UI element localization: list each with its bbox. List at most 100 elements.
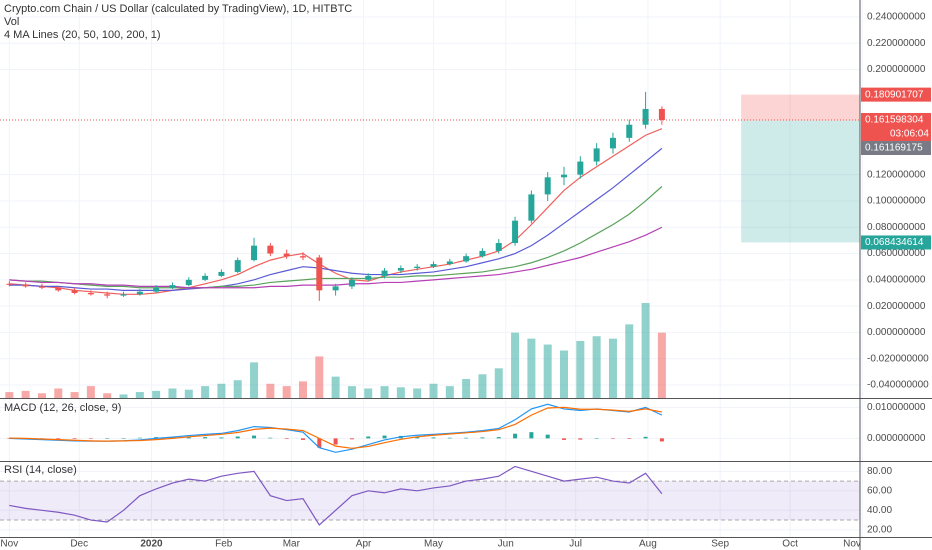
y-tick-label: 0.000000000	[867, 433, 926, 444]
candle-body	[544, 177, 551, 195]
candle-body	[397, 268, 404, 271]
y-tick-label: -0.020000000	[867, 353, 929, 364]
candle-body	[120, 294, 127, 296]
macd-histogram-bar	[105, 438, 110, 439]
x-tick-label: Jun	[498, 539, 514, 550]
candle-body	[299, 256, 306, 258]
volume-bar	[592, 336, 601, 398]
x-tick-label: Oct	[782, 539, 798, 550]
macd-histogram-bar	[268, 437, 273, 439]
last-price-label: 0.161598304	[865, 115, 924, 126]
candle-body	[561, 174, 568, 178]
macd-histogram-bar	[464, 437, 469, 439]
volume-bar	[396, 387, 405, 398]
volume-bar	[298, 381, 307, 398]
macd-histogram-bar	[235, 436, 240, 439]
volume-bar	[250, 362, 259, 398]
y-tick-label: 0.010000000	[867, 402, 926, 413]
macd-histogram-bar	[88, 438, 93, 439]
macd-histogram-bar	[154, 437, 159, 439]
volume-bar	[445, 386, 454, 398]
x-tick-label: Feb	[215, 539, 233, 550]
candle-body	[430, 264, 437, 267]
volume-bar	[21, 390, 30, 398]
target-zone	[741, 120, 860, 243]
macd-histogram-bar	[447, 437, 452, 439]
volume-bar	[70, 392, 79, 398]
volume-bar	[331, 376, 340, 398]
volume-bar	[315, 356, 324, 398]
volume-bar	[119, 394, 128, 398]
countdown-box	[861, 127, 931, 142]
candle-body	[267, 245, 274, 254]
y-tick-label: 0.240000000	[867, 12, 926, 23]
x-tick-label: Jul	[569, 539, 582, 550]
volume-bar	[103, 393, 112, 398]
macd-histogram-bar	[659, 438, 664, 442]
volume-bar	[364, 388, 373, 398]
macd-histogram-bar	[203, 437, 208, 439]
macd-histogram-bar	[594, 438, 599, 439]
candle-body	[463, 256, 470, 262]
stop-price-label-box	[861, 87, 931, 102]
macd-histogram-bar	[610, 438, 615, 439]
candle-body	[6, 283, 13, 285]
macd-histogram-bar	[300, 438, 305, 440]
candle-body	[71, 290, 78, 293]
macd-histogram-bar	[480, 437, 485, 439]
candle-body	[251, 245, 258, 261]
y-tick-label: 80.00	[867, 466, 892, 477]
candle-body	[202, 275, 209, 280]
x-tick-label: 2020	[140, 539, 163, 550]
candle-body	[479, 250, 486, 257]
candle-body	[104, 294, 111, 296]
ma-line	[9, 128, 663, 295]
macd-histogram-bar	[219, 437, 224, 439]
candle-body	[414, 266, 421, 269]
ma-legend: 4 MA Lines (20, 50, 100, 200, 1)	[4, 29, 161, 41]
volume-bar	[217, 383, 226, 398]
y-tick-label: 0.060000000	[867, 248, 926, 259]
candle-body	[185, 279, 192, 286]
volume-bar	[135, 392, 144, 398]
volume-bar	[86, 386, 95, 398]
ma-line	[9, 147, 663, 291]
y-tick-label: -0.040000000	[867, 380, 929, 391]
x-tick-label: Apr	[356, 539, 372, 550]
macd-histogram-bar	[643, 436, 648, 439]
candle-body	[55, 287, 62, 291]
macd-histogram-bar	[578, 438, 583, 440]
entry-price-label: 0.161169175	[865, 143, 923, 154]
candle-body	[642, 108, 649, 125]
volume-bar	[37, 393, 46, 398]
x-tick-label: Nov	[0, 539, 18, 550]
y-tick-label: 0.020000000	[867, 301, 926, 312]
volume-bar	[625, 324, 634, 398]
chart-title: Crypto.com Chain / US Dollar (calculated…	[4, 3, 352, 15]
macd-histogram-bar	[496, 437, 501, 439]
macd-histogram-bar	[431, 437, 436, 439]
macd-histogram-bar	[186, 437, 191, 439]
rsi-line	[9, 465, 663, 526]
x-tick-label: Aug	[639, 539, 657, 550]
volume-bar	[576, 341, 585, 398]
macd-histogram-bar	[513, 433, 518, 439]
volume-bar	[282, 386, 291, 398]
x-tick-label: Mar	[283, 539, 301, 550]
candle-body	[136, 291, 143, 295]
candle-body	[283, 253, 290, 257]
y-tick-label: 0.100000000	[867, 196, 926, 207]
candle-body	[512, 220, 519, 244]
candle-body	[626, 124, 633, 138]
volume-bar	[462, 379, 471, 398]
volume-bar	[657, 332, 666, 398]
y-tick-label: 0.040000000	[867, 274, 926, 285]
macd-histogram-bar	[366, 436, 371, 439]
y-tick-label: 40.00	[867, 505, 892, 516]
volume-bar	[5, 392, 14, 398]
candle-body	[609, 137, 616, 149]
candle-body	[234, 260, 241, 272]
y-tick-label: 0.200000000	[867, 64, 926, 75]
